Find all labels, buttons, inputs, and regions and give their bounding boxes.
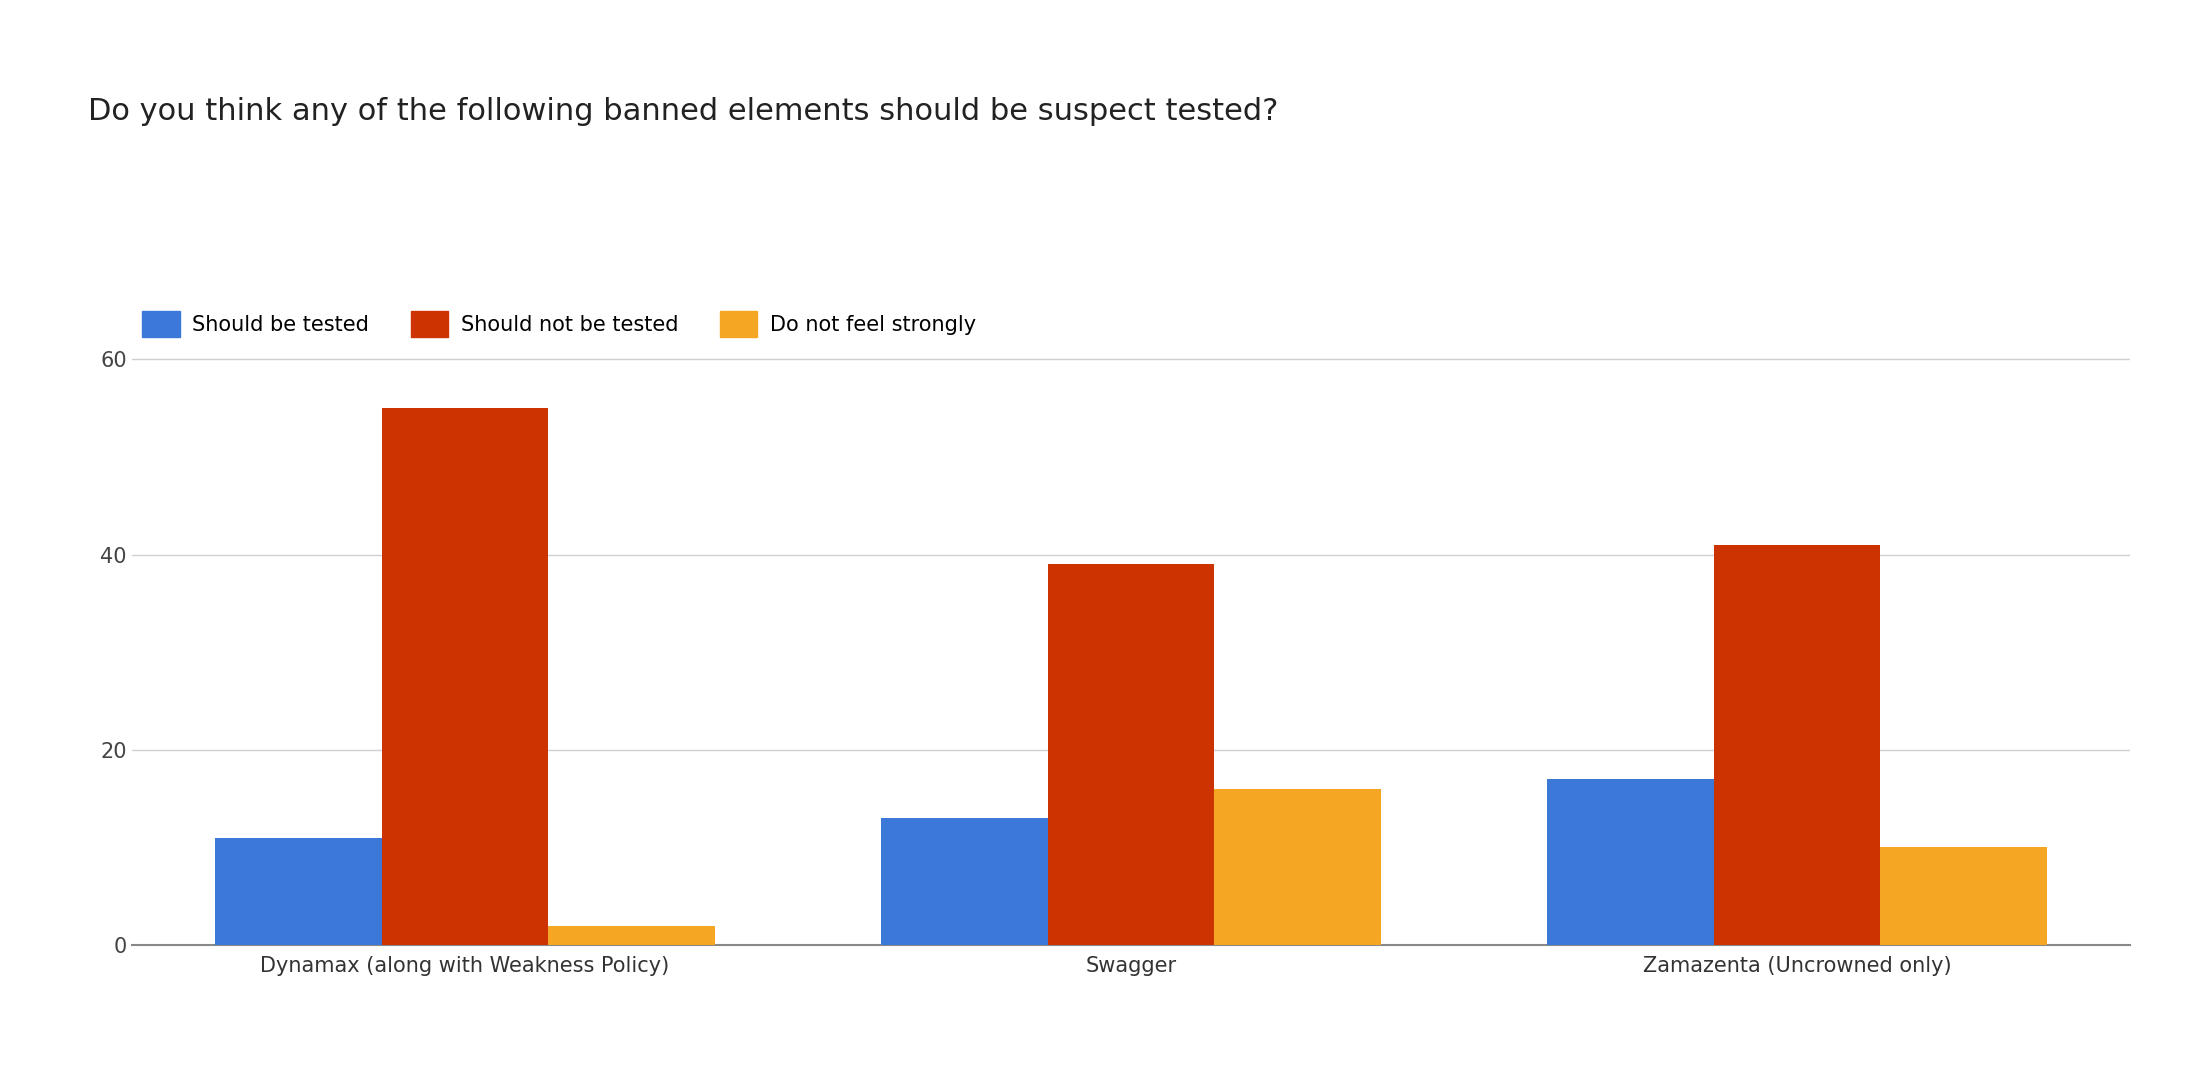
Bar xyxy=(549,926,714,945)
Bar xyxy=(1548,779,1713,945)
Bar xyxy=(1713,545,1880,945)
Bar xyxy=(215,838,382,945)
Text: Do you think any of the following banned elements should be suspect tested?: Do you think any of the following banned… xyxy=(88,97,1278,126)
Bar xyxy=(382,408,549,945)
Bar xyxy=(1880,847,2047,945)
Legend: Should be tested, Should not be tested, Do not feel strongly: Should be tested, Should not be tested, … xyxy=(143,311,975,336)
Bar xyxy=(1214,789,1381,945)
Bar xyxy=(881,818,1047,945)
Bar xyxy=(1047,564,1214,945)
